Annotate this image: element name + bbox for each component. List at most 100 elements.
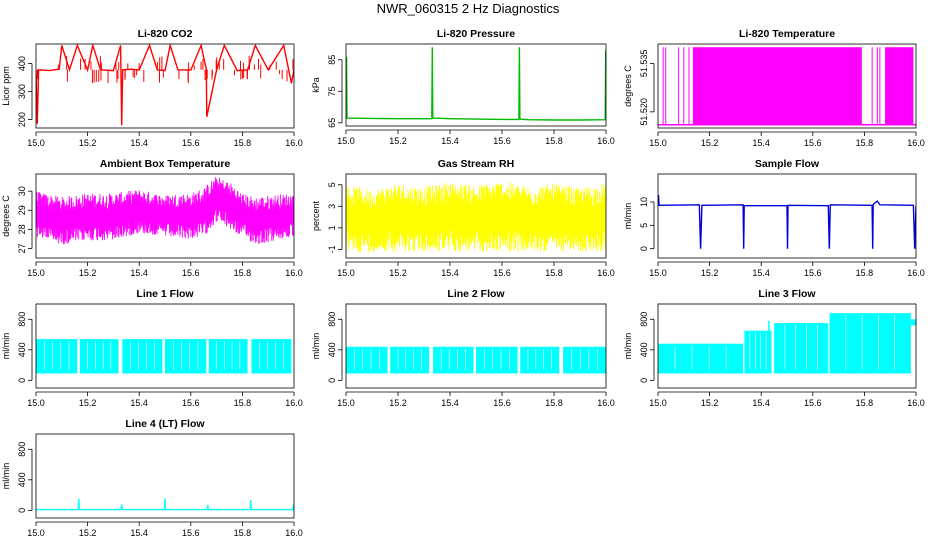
y-tick-label: 800 xyxy=(327,312,337,327)
flow-band xyxy=(476,346,518,374)
x-tick-label: 15.4 xyxy=(130,138,148,148)
x-tick-label: 15.4 xyxy=(130,398,148,408)
x-tick-label: 15.6 xyxy=(493,136,511,146)
x-tick-label: 15.2 xyxy=(389,268,407,278)
y-tick-label: 800 xyxy=(17,442,27,457)
plot-frame xyxy=(345,173,607,259)
y-tick-label: 51.520 xyxy=(639,98,649,126)
plot-frame xyxy=(345,303,607,389)
data-layer xyxy=(36,177,294,245)
x-tick-label: 15.2 xyxy=(79,138,97,148)
x-tick-label: 16.0 xyxy=(907,268,925,278)
x-tick-label: 15.8 xyxy=(234,268,252,278)
x-tick-label: 15.6 xyxy=(804,138,822,148)
flow-band xyxy=(122,339,163,374)
x-tick-label: 15.0 xyxy=(27,138,45,148)
x-tick-label: 15.0 xyxy=(337,268,355,278)
flow-band xyxy=(658,343,744,374)
x-tick-label: 15.8 xyxy=(856,398,874,408)
plot-frame xyxy=(35,43,295,129)
page-title: NWR_060315 2 Hz Diagnostics xyxy=(376,1,560,16)
plot-frame xyxy=(345,43,607,127)
x-tick-label: 15.6 xyxy=(804,398,822,408)
filled-band xyxy=(692,47,862,125)
chart-panel-2: 15.0 15.2 15.4 15.6 15.8 16.0 65 75 85 kPa Li-820 … xyxy=(311,28,615,146)
x-tick-label: 15.6 xyxy=(182,138,200,148)
plot-frame xyxy=(657,173,917,259)
data-layer xyxy=(658,47,916,126)
flow-band xyxy=(829,313,911,374)
x-tick-label: 15.4 xyxy=(130,268,148,278)
x-tick-label: 15.0 xyxy=(649,398,667,408)
plot-frame xyxy=(657,303,917,389)
data-layer xyxy=(346,47,606,121)
noise-band xyxy=(36,177,294,245)
x-tick-label: 15.0 xyxy=(27,398,45,408)
y-tick-label: 27 xyxy=(17,243,27,253)
flow-band xyxy=(520,346,560,374)
y-tick-label: 400 xyxy=(327,342,337,357)
data-layer xyxy=(346,182,606,253)
data-layer xyxy=(658,313,916,374)
plot-frame xyxy=(35,303,295,389)
chart-title: Li-820 Pressure xyxy=(437,28,515,40)
data-layer xyxy=(36,498,294,511)
y-tick-label: 400 xyxy=(17,472,27,487)
x-tick-label: 15.6 xyxy=(182,398,200,408)
y-tick-label: 400 xyxy=(639,342,649,357)
x-tick-label: 16.0 xyxy=(285,528,303,538)
x-tick-label: 15.2 xyxy=(389,398,407,408)
series-line xyxy=(346,47,606,121)
chart-title: Line 4 (LT) Flow xyxy=(125,418,205,430)
x-tick-label: 15.0 xyxy=(27,528,45,538)
y-tick-label: 28 xyxy=(17,224,27,234)
y-tick-label: 400 xyxy=(17,342,27,357)
x-tick-label: 15.8 xyxy=(234,398,252,408)
y-axis-label: Licor ppm xyxy=(1,66,11,106)
y-tick-label: 0 xyxy=(17,378,27,383)
x-tick-label: 15.2 xyxy=(701,398,719,408)
y-tick-label: 5 xyxy=(327,182,337,187)
plot-frame xyxy=(35,433,295,519)
y-axis-label: ml/min xyxy=(1,333,11,360)
chart-panel-5: 15.0 15.2 15.4 15.6 15.8 16.0 -1 1 3 5 percent Gas … xyxy=(311,158,615,278)
flow-band xyxy=(165,339,207,374)
x-tick-label: 15.8 xyxy=(856,138,874,148)
y-tick-label: 5 xyxy=(639,223,649,228)
x-tick-label: 15.2 xyxy=(701,138,719,148)
plot-frame xyxy=(657,43,917,129)
y-axis-label: degrees C xyxy=(623,65,633,107)
x-tick-label: 15.6 xyxy=(182,268,200,278)
x-tick-label: 16.0 xyxy=(597,268,615,278)
x-tick-label: 15.0 xyxy=(649,268,667,278)
y-tick-label: 0 xyxy=(639,246,649,251)
x-tick-label: 15.6 xyxy=(493,268,511,278)
x-tick-label: 15.4 xyxy=(752,398,770,408)
x-tick-label: 15.8 xyxy=(234,528,252,538)
flow-band xyxy=(390,346,430,374)
chart-panel-8: 15.0 15.2 15.4 15.6 15.8 16.0 0 400 800 ml/min Lin… xyxy=(311,288,615,408)
chart-panel-6: 15.0 15.2 15.4 15.6 15.8 16.0 0 5 10 ml/min Sample… xyxy=(623,158,925,278)
y-axis-label: ml/min xyxy=(623,333,633,360)
chart-panel-7: 15.0 15.2 15.4 15.6 15.8 16.0 0 400 800 ml/min Lin… xyxy=(1,288,303,408)
x-tick-label: 15.4 xyxy=(441,398,459,408)
y-tick-label: 85 xyxy=(327,55,337,65)
y-tick-label: 65 xyxy=(327,118,337,128)
flow-band xyxy=(208,339,248,374)
x-tick-label: 16.0 xyxy=(285,398,303,408)
chart-panel-9: 15.0 15.2 15.4 15.6 15.8 16.0 0 400 800 ml/min Lin… xyxy=(623,288,925,408)
x-tick-label: 15.4 xyxy=(130,528,148,538)
x-tick-label: 15.4 xyxy=(752,268,770,278)
y-tick-label: 51.535 xyxy=(639,50,649,78)
x-tick-label: 15.8 xyxy=(545,398,563,408)
x-tick-label: 15.0 xyxy=(27,268,45,278)
flow-band xyxy=(346,346,388,374)
x-tick-label: 15.8 xyxy=(234,138,252,148)
x-tick-label: 15.2 xyxy=(79,398,97,408)
y-tick-label: 10 xyxy=(639,197,649,207)
x-tick-label: 15.2 xyxy=(79,528,97,538)
x-tick-label: 15.8 xyxy=(545,136,563,146)
x-tick-label: 15.0 xyxy=(649,138,667,148)
data-layer xyxy=(36,339,292,374)
